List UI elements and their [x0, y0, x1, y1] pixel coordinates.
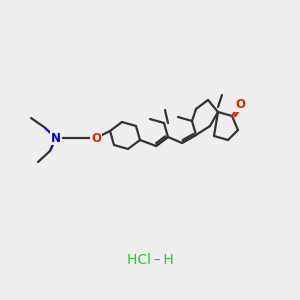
Text: HCl – H: HCl – H	[127, 253, 173, 267]
Text: N: N	[51, 131, 61, 145]
Text: O: O	[235, 98, 245, 112]
Text: O: O	[91, 131, 101, 145]
